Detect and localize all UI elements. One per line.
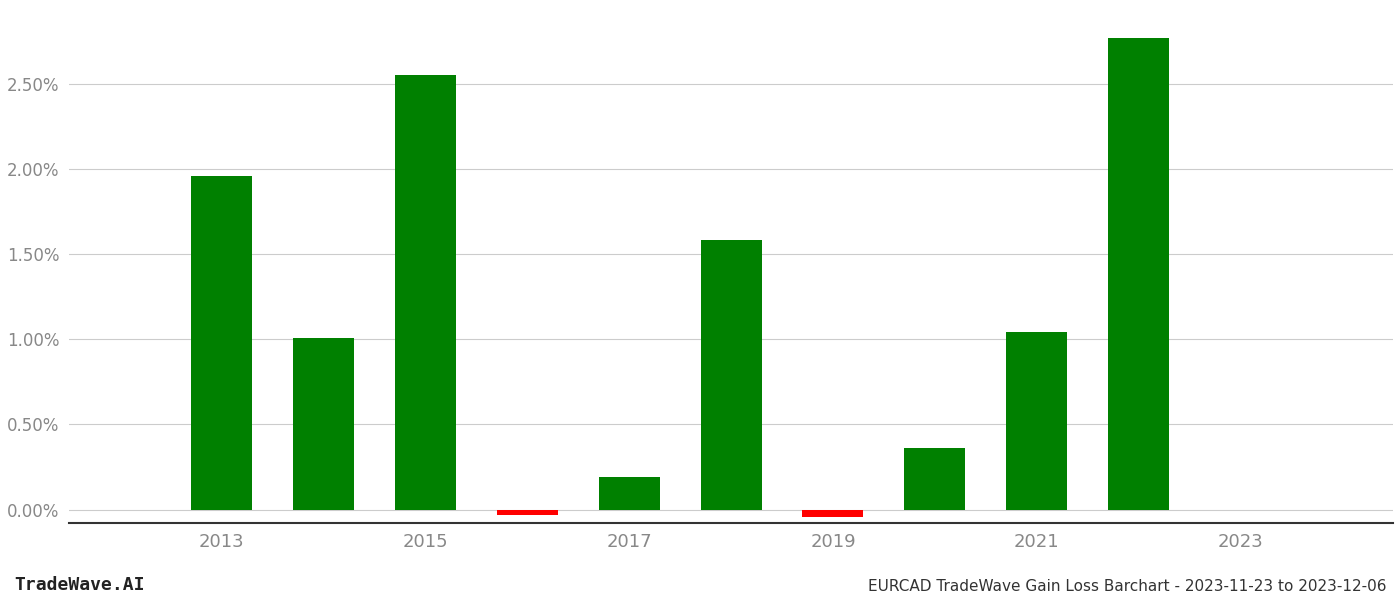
- Bar: [1107, 38, 1169, 509]
- Bar: [700, 241, 762, 509]
- Bar: [1007, 332, 1067, 509]
- Bar: [395, 75, 456, 509]
- Bar: [802, 509, 864, 517]
- Bar: [497, 509, 559, 515]
- Bar: [904, 448, 966, 509]
- Text: TradeWave.AI: TradeWave.AI: [14, 576, 144, 594]
- Bar: [293, 338, 354, 509]
- Bar: [192, 176, 252, 509]
- Bar: [599, 478, 659, 509]
- Text: EURCAD TradeWave Gain Loss Barchart - 2023-11-23 to 2023-12-06: EURCAD TradeWave Gain Loss Barchart - 20…: [868, 579, 1386, 594]
